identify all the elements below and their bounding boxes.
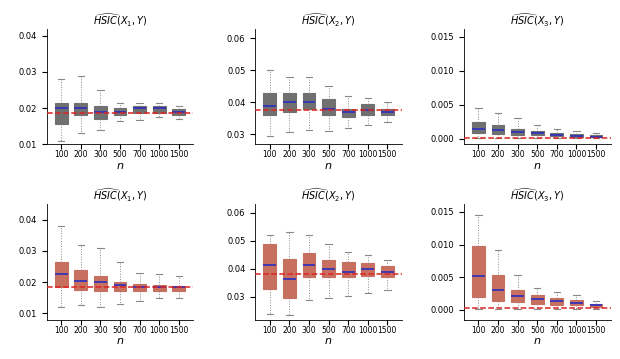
PathPatch shape [55, 103, 68, 124]
PathPatch shape [590, 304, 603, 307]
X-axis label: $n$: $n$ [533, 336, 541, 346]
PathPatch shape [94, 106, 107, 119]
PathPatch shape [322, 99, 335, 115]
PathPatch shape [381, 266, 394, 277]
PathPatch shape [570, 300, 583, 305]
PathPatch shape [472, 246, 485, 297]
X-axis label: $n$: $n$ [324, 336, 333, 346]
PathPatch shape [472, 122, 485, 133]
PathPatch shape [590, 135, 603, 137]
PathPatch shape [94, 276, 107, 292]
X-axis label: $n$: $n$ [116, 336, 124, 346]
PathPatch shape [551, 298, 563, 304]
X-axis label: $n$: $n$ [533, 161, 541, 171]
Title: $\widehat{HSIC}(X_3,Y)$: $\widehat{HSIC}(X_3,Y)$ [510, 11, 564, 29]
PathPatch shape [264, 243, 276, 289]
PathPatch shape [512, 129, 524, 135]
PathPatch shape [133, 106, 146, 113]
Title: $\widehat{HSIC}(X_3,Y)$: $\widehat{HSIC}(X_3,Y)$ [510, 187, 564, 204]
PathPatch shape [531, 295, 544, 304]
PathPatch shape [283, 93, 296, 112]
PathPatch shape [342, 109, 355, 117]
PathPatch shape [74, 103, 87, 115]
PathPatch shape [133, 284, 146, 292]
PathPatch shape [55, 262, 68, 287]
PathPatch shape [361, 104, 374, 115]
PathPatch shape [264, 93, 276, 115]
PathPatch shape [322, 260, 335, 277]
X-axis label: $n$: $n$ [116, 161, 124, 171]
PathPatch shape [172, 109, 185, 115]
PathPatch shape [153, 106, 166, 113]
PathPatch shape [342, 262, 355, 277]
PathPatch shape [74, 270, 87, 290]
Title: $\widehat{HSIC}(X_2,Y)$: $\widehat{HSIC}(X_2,Y)$ [301, 187, 356, 204]
PathPatch shape [531, 131, 544, 135]
PathPatch shape [172, 286, 185, 292]
PathPatch shape [551, 132, 563, 136]
Title: $\widehat{HSIC}(X_1,Y)$: $\widehat{HSIC}(X_1,Y)$ [93, 11, 147, 29]
PathPatch shape [283, 259, 296, 298]
Title: $\widehat{HSIC}(X_2,Y)$: $\widehat{HSIC}(X_2,Y)$ [301, 11, 356, 29]
PathPatch shape [512, 289, 524, 302]
PathPatch shape [113, 282, 126, 292]
PathPatch shape [492, 125, 505, 134]
PathPatch shape [492, 275, 505, 301]
PathPatch shape [381, 109, 394, 115]
PathPatch shape [303, 93, 316, 109]
Title: $\widehat{HSIC}(X_1,Y)$: $\widehat{HSIC}(X_1,Y)$ [93, 187, 147, 204]
PathPatch shape [153, 285, 166, 292]
X-axis label: $n$: $n$ [324, 161, 333, 171]
PathPatch shape [570, 134, 583, 137]
PathPatch shape [361, 263, 374, 276]
PathPatch shape [303, 253, 316, 277]
PathPatch shape [113, 108, 126, 115]
